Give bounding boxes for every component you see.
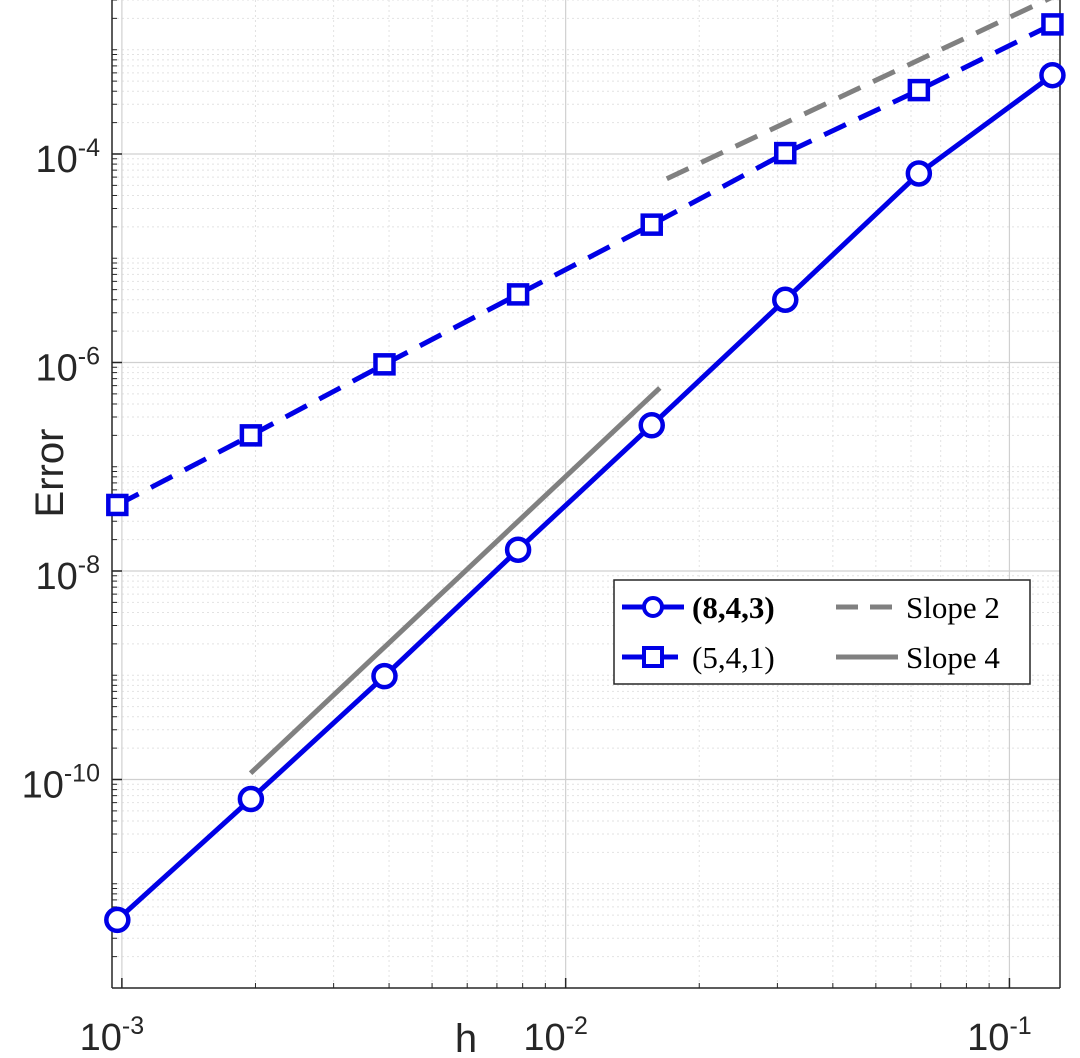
series-2-point-marker xyxy=(239,424,263,447)
legend-label-series-1: (8,4,3) xyxy=(692,590,775,625)
legend-entry-slope-4: Slope 4 xyxy=(836,640,1000,675)
legend: (8,4,3) (5,4,1) Slope 2 Slope 4 xyxy=(613,579,1031,685)
series-1-point-marker xyxy=(1039,61,1066,89)
series-layer xyxy=(104,0,1066,934)
legend-label-slope-2: Slope 2 xyxy=(906,590,1000,625)
y-tick-label: 10-4 xyxy=(35,134,100,181)
x-tick-label: 10-2 xyxy=(523,1012,588,1058)
series-line-4 xyxy=(248,386,662,776)
y-axis-label: Error xyxy=(28,429,72,518)
series-line-3 xyxy=(665,0,1053,181)
series-1-point-marker xyxy=(237,785,265,813)
series-2-point-marker xyxy=(506,283,530,306)
series-1-point-marker xyxy=(504,536,532,563)
tick-labels: 10-3 10-2 10-1 10-10 10-8 10-6 10-4 xyxy=(22,134,1032,1058)
series-1-point-marker xyxy=(371,662,398,690)
series-2-point-marker xyxy=(907,78,931,102)
x-tick-label: 10-1 xyxy=(967,1012,1032,1058)
series-1-point-marker xyxy=(905,160,933,187)
legend-box xyxy=(613,579,1031,685)
legend-entry-series-2: (5,4,1) xyxy=(622,640,775,675)
y-tick-label: 10-8 xyxy=(35,551,100,598)
legend-marker-square xyxy=(642,646,664,668)
legend-label-series-2: (5,4,1) xyxy=(692,640,775,675)
legend-label-slope-4: Slope 4 xyxy=(906,640,1000,675)
series-2-point-marker xyxy=(1041,13,1064,36)
series-1-point-marker xyxy=(772,286,799,313)
y-tick-label: 10-10 xyxy=(22,759,100,806)
series-2-point-marker xyxy=(373,353,396,376)
series-line-1 xyxy=(115,73,1054,922)
series-2-point-marker xyxy=(774,141,797,165)
x-axis-label: h xyxy=(455,1017,477,1058)
series-line-2 xyxy=(116,22,1054,508)
plot-area xyxy=(112,0,1060,988)
legend-marker-circle xyxy=(642,596,664,618)
series-1-point-marker xyxy=(104,906,131,934)
series-1-point-marker xyxy=(638,412,665,439)
series-2-point-marker xyxy=(640,213,663,236)
y-tick-label: 10-6 xyxy=(35,342,100,389)
x-tick-label: 10-3 xyxy=(80,1012,145,1058)
series-2-point-marker xyxy=(106,493,129,517)
legend-entry-series-1: (8,4,3) xyxy=(622,590,775,625)
legend-entry-slope-2: Slope 2 xyxy=(836,590,1000,625)
